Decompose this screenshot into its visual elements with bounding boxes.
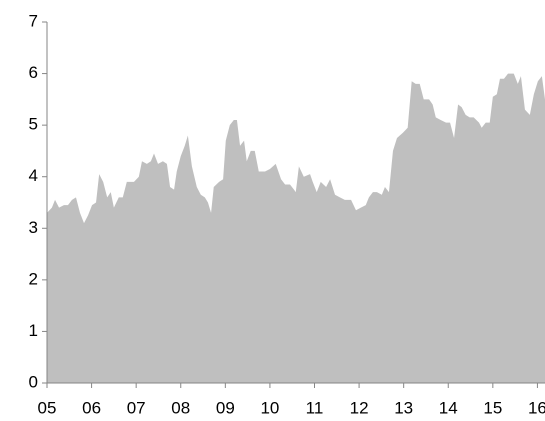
y-tick-label: 3: [29, 218, 38, 237]
x-tick-label: 08: [171, 398, 190, 417]
x-tick-label: 12: [350, 398, 369, 417]
x-tick-label: 15: [483, 398, 502, 417]
y-tick-label: 7: [29, 11, 38, 30]
x-tick-label: 07: [127, 398, 146, 417]
y-tick-label: 1: [29, 321, 38, 340]
y-tick-label: 4: [29, 166, 38, 185]
x-tick-label: 09: [216, 398, 235, 417]
x-tick-label: 10: [260, 398, 279, 417]
x-tick-label: 13: [394, 398, 413, 417]
y-tick-label: 0: [29, 372, 38, 391]
y-tick-label: 2: [29, 269, 38, 288]
area: [47, 73, 545, 384]
x-tick-label: 05: [38, 398, 57, 417]
y-tick-label: 5: [29, 115, 38, 134]
x-tick-label: 16: [528, 398, 545, 417]
y-tick-label: 6: [29, 63, 38, 82]
x-tick-label: 06: [82, 398, 101, 417]
x-tick-label: 14: [439, 398, 458, 417]
x-tick-label: 11: [306, 398, 324, 417]
